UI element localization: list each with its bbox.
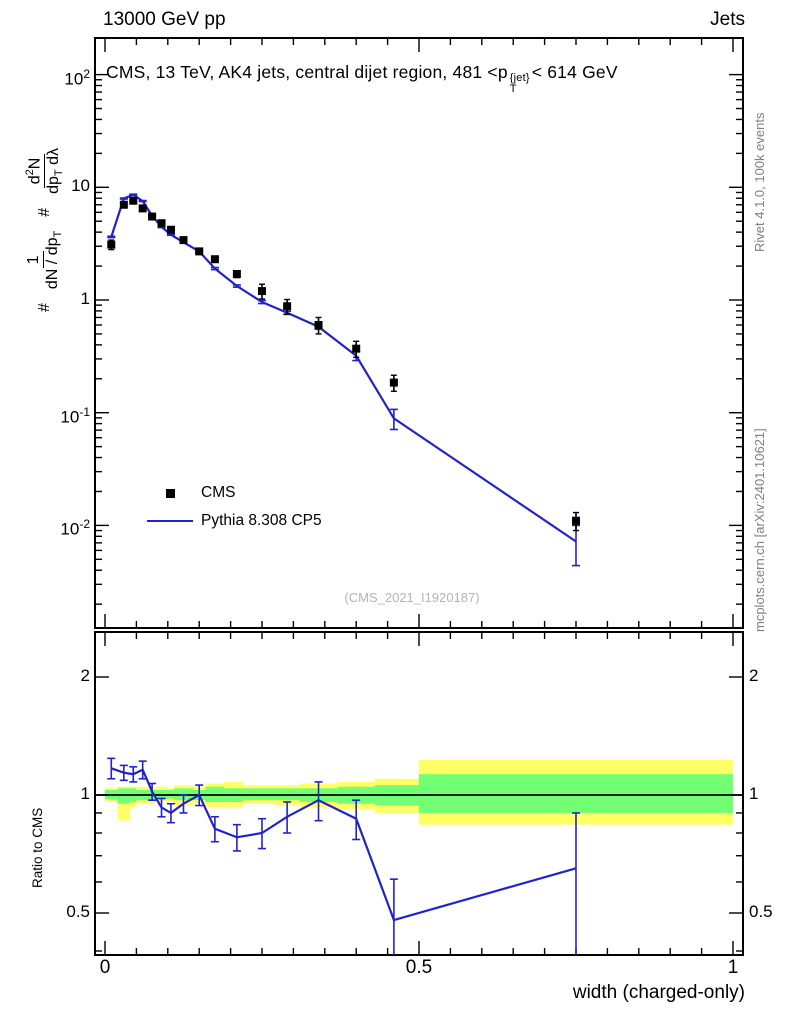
pythia-line-marker-icon	[147, 519, 193, 523]
cms-marker	[572, 516, 580, 525]
ylabel-fraction-1: 1 dN / dpT	[24, 229, 65, 291]
mcplots-attribution-label: mcplots.cern.ch [arXiv:2401.10621]	[752, 428, 767, 632]
cms-marker	[232, 270, 241, 279]
cms-marker	[157, 219, 166, 228]
legend-item-cms: CMS	[145, 479, 322, 507]
tick-label: 10-1	[60, 404, 90, 427]
cms-marker	[179, 236, 188, 245]
tick-label: 1	[749, 784, 759, 803]
tick-label: 0.5	[66, 902, 90, 921]
axis-ticks	[95, 38, 743, 955]
cms-marker	[166, 225, 175, 234]
ylabel-frac1-denominator: dN / dpT	[44, 230, 65, 290]
cms-marker	[314, 321, 323, 330]
plot-title: CMS, 13 TeV, AK4 jets, central dijet reg…	[106, 62, 751, 95]
main-panel-frame	[94, 37, 744, 629]
cms-marker	[283, 302, 292, 311]
pt-supsub: {jet} T	[510, 73, 530, 95]
tick-label: 102	[64, 66, 90, 89]
process-label: Jets	[710, 9, 745, 30]
beam-energy-label: 13000 GeV pp	[103, 9, 226, 30]
legend-marker-cell	[145, 488, 195, 498]
tick-label: 1	[80, 289, 90, 308]
legend-marker-cell	[145, 519, 195, 523]
analysis-id-watermark: (CMS_2021_I1920187)	[344, 590, 480, 605]
tick-label: 10-2	[60, 517, 90, 540]
cms-marker	[210, 255, 219, 264]
tick-label: 2	[80, 665, 90, 685]
legend-item-pythia: Pythia 8.308 CP5	[145, 507, 322, 535]
tick-label: 0	[99, 957, 111, 978]
cms-marker	[352, 344, 361, 353]
legend-label-pythia: Pythia 8.308 CP5	[201, 512, 322, 529]
tick-label: 10	[71, 176, 90, 196]
cms-square-marker-icon	[165, 488, 175, 498]
main-panel-content	[107, 193, 580, 567]
cms-marker	[389, 378, 398, 387]
cms-marker	[148, 212, 157, 221]
ratio-curve	[110, 767, 577, 922]
cms-marker	[258, 287, 266, 296]
plot-title-suffix: < 614 GeV	[531, 62, 618, 82]
plot-title-text: CMS, 13 TeV, AK4 jets, central dijet reg…	[106, 62, 508, 82]
ylabel-hash-2: #	[36, 207, 53, 217]
legend: CMS Pythia 8.308 CP5	[145, 479, 322, 535]
tick-label: 1	[727, 957, 739, 978]
pt-superscript: {jet}	[509, 72, 530, 84]
rivet-version-label: Rivet 4.1.0, 100k events	[752, 112, 767, 252]
ylabel-frac1-numerator: 1	[24, 251, 45, 269]
cms-marker	[138, 204, 147, 213]
tick-label: 1	[80, 784, 90, 803]
cms-marker	[107, 240, 116, 249]
cms-marker	[195, 247, 204, 256]
tick-label: 0.5	[405, 957, 433, 978]
tick-label: 2	[749, 665, 759, 685]
legend-label-cms: CMS	[201, 484, 236, 501]
tick-label: 0.5	[749, 902, 773, 921]
ratio-panel-content	[107, 757, 580, 955]
pt-subscript: T	[509, 83, 517, 95]
x-axis-title: width (charged-only)	[572, 982, 745, 1003]
cms-marker	[119, 200, 128, 209]
cms-data-points	[107, 196, 580, 532]
cms-marker	[129, 196, 138, 205]
